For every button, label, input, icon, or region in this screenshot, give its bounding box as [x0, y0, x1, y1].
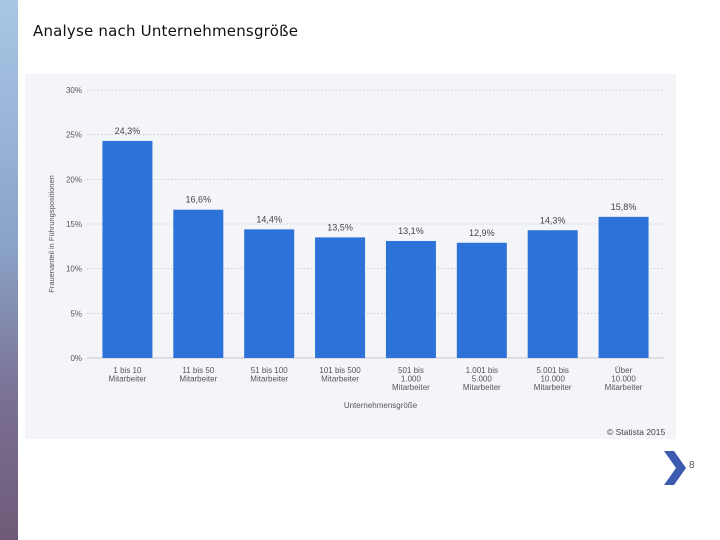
x-axis-title: Unternehmensgröße [344, 401, 418, 410]
bar [173, 209, 224, 358]
y-tick-label: 30% [66, 86, 82, 95]
bar [527, 230, 578, 358]
bar [244, 229, 295, 358]
data-label: 14,4% [256, 214, 282, 224]
bar [102, 140, 153, 358]
data-label: 16,6% [186, 195, 212, 205]
x-tick-label: 1.000 [401, 375, 422, 384]
x-tick-label: 1.001 bis [466, 366, 498, 375]
data-label: 12,9% [469, 228, 495, 238]
x-tick-label: 5.000 [472, 375, 493, 384]
x-tick-label: Mitarbeiter [321, 375, 359, 384]
statista-credit: © Statista 2015 [607, 427, 666, 437]
data-label: 15,8% [611, 202, 637, 212]
y-axis-title: Frauenanteil in Führungspositionen [47, 175, 56, 293]
x-tick-label: Mitarbeiter [109, 375, 147, 384]
bar [315, 237, 366, 358]
y-tick-label: 0% [70, 354, 82, 363]
x-tick-label: Mitarbeiter [534, 383, 572, 392]
x-tick-label: 5.001 bis [536, 366, 568, 375]
x-tick-label: Mitarbeiter [179, 375, 217, 384]
side-accent-bar [0, 0, 18, 540]
data-label: 13,1% [398, 226, 424, 236]
chart-panel: 0% 5% 10% 15% 20% 25% 30% 24,3% 1 bis 10 Mitarbei… [25, 74, 676, 439]
data-label: 13,5% [327, 222, 353, 232]
x-tick-label: 101 bis 500 [319, 366, 361, 375]
x-tick-label: 10.000 [611, 375, 636, 384]
x-tick-label: Mitarbeiter [250, 375, 288, 384]
bar [456, 242, 507, 358]
x-tick-label: 51 bis 100 [251, 366, 288, 375]
x-tick-label: 10.000 [540, 375, 565, 384]
y-tick-label: 25% [66, 131, 82, 140]
y-tick-label: 15% [66, 220, 82, 229]
data-label: 14,3% [540, 215, 566, 225]
y-tick-label: 20% [66, 175, 82, 184]
bar-chart: 0%5%10%15%20%25%30%24,3%1 bis 10Mitarbei… [47, 86, 664, 410]
x-tick-label: Mitarbeiter [392, 383, 430, 392]
slide-title: Analyse nach Unternehmensgröße [33, 22, 299, 40]
data-label: 24,3% [115, 126, 141, 136]
page-number: 8 [689, 460, 695, 471]
x-tick-label: Über [615, 366, 633, 375]
x-tick-label: Mitarbeiter [463, 383, 501, 392]
x-tick-label: 501 bis [398, 366, 424, 375]
bar [385, 240, 436, 358]
x-tick-label: 1 bis 10 [113, 366, 142, 375]
y-tick-label: 10% [66, 265, 82, 274]
x-tick-label: 11 bis 50 [182, 366, 214, 375]
chevron-right-icon [664, 451, 686, 485]
y-tick-label: 5% [70, 309, 82, 318]
x-tick-label: Mitarbeiter [605, 383, 643, 392]
bar [598, 216, 649, 358]
